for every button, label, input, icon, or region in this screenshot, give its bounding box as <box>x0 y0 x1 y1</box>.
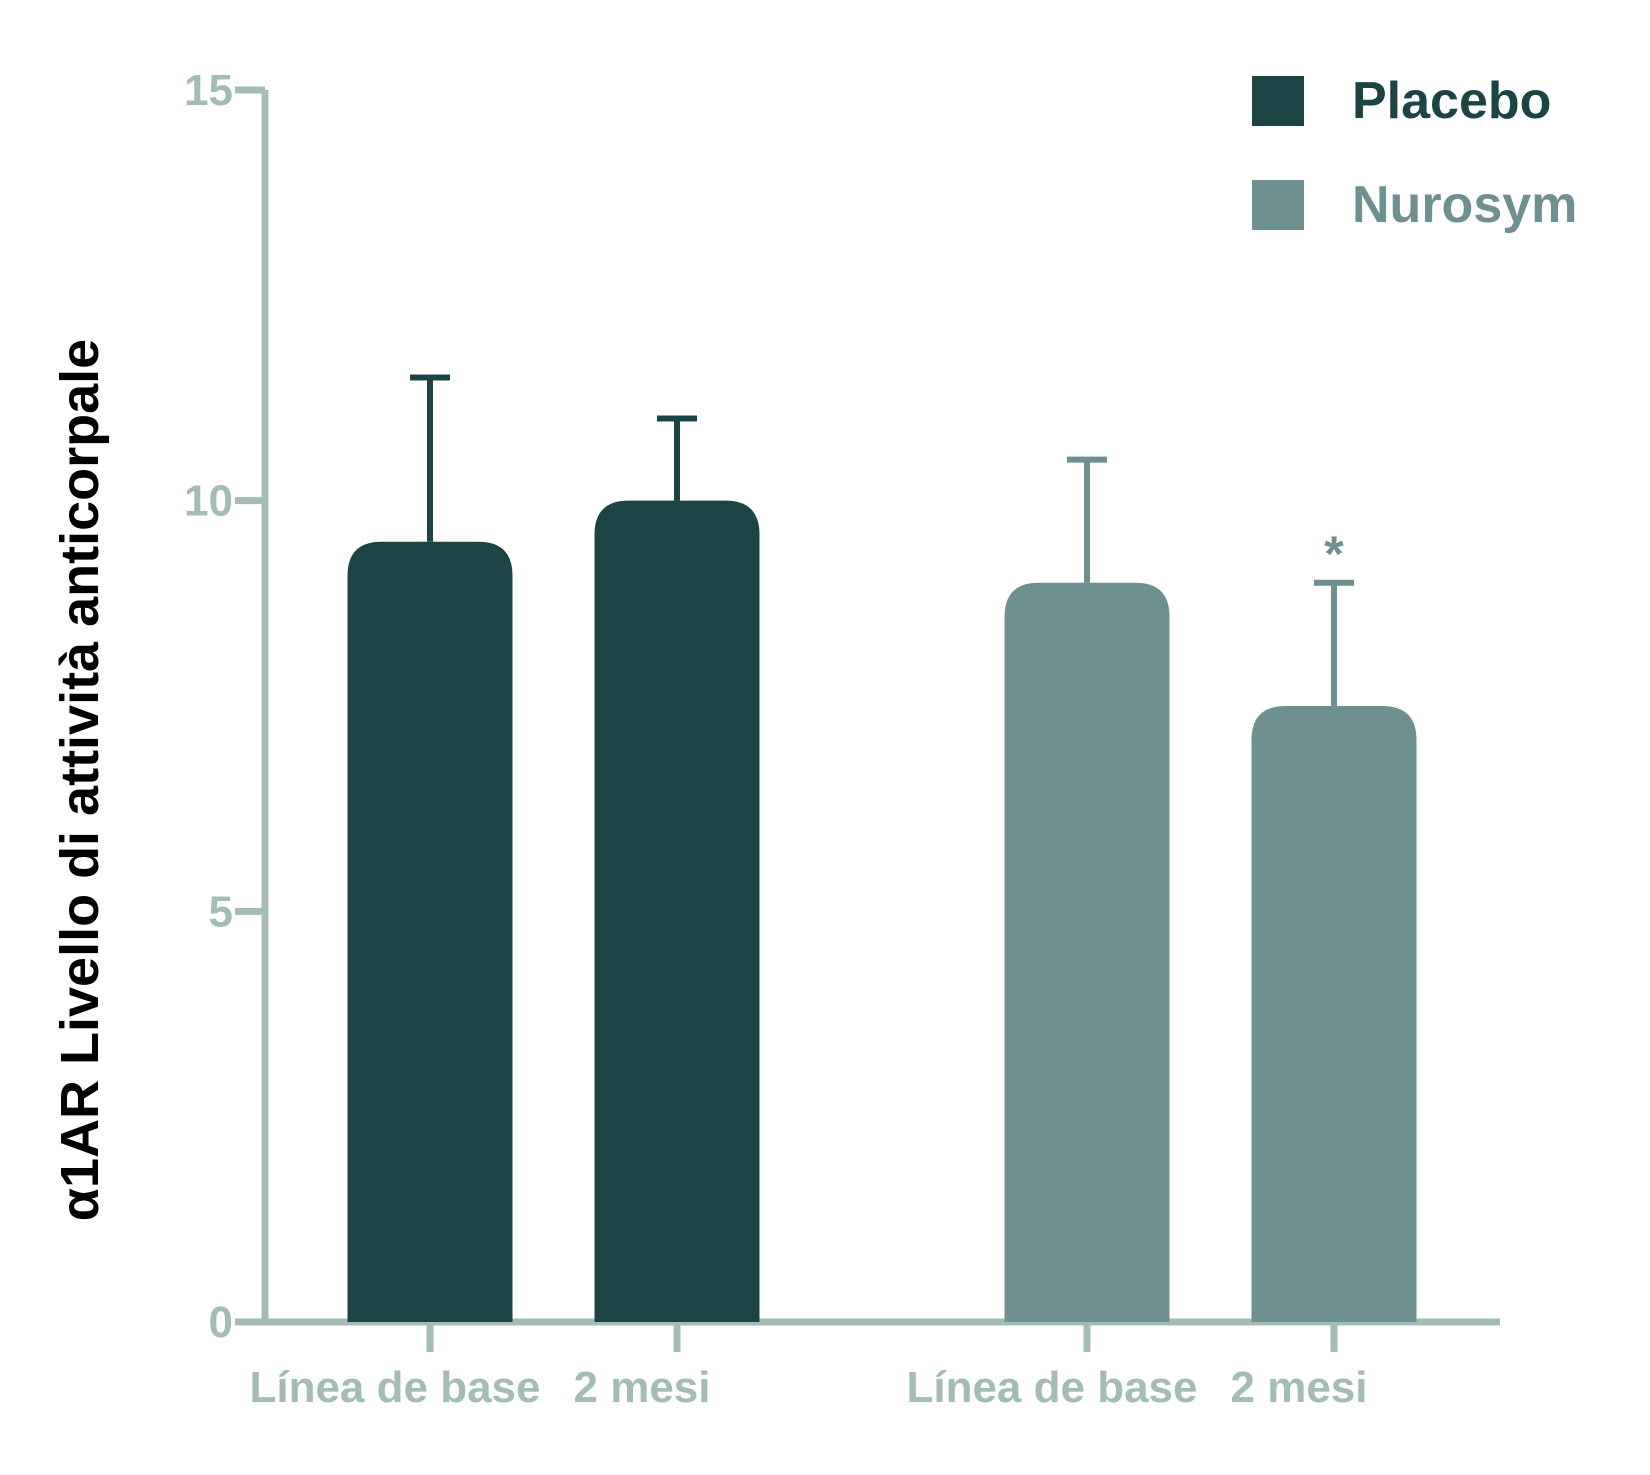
bar <box>1251 706 1417 1322</box>
legend-swatch <box>1252 76 1304 126</box>
legend-label: Nurosym <box>1352 176 1577 234</box>
y-tick-label: 0 <box>209 1298 233 1347</box>
legend-label: Placebo <box>1352 72 1551 130</box>
bar <box>347 541 513 1322</box>
y-axis-title: α1AR Livello di attività anticorpale <box>50 339 110 1221</box>
x-tick-label: 2 mesi <box>574 1363 711 1412</box>
x-tick-label: 2 mesi <box>1231 1363 1368 1412</box>
legend: Placebo Nurosym <box>1252 72 1577 234</box>
x-tick-label: Línea de base <box>249 1363 540 1412</box>
bars: * <box>347 374 1417 1323</box>
bar <box>594 500 760 1323</box>
x-tick-label: Línea de base <box>906 1363 1197 1412</box>
legend-swatch <box>1252 180 1304 230</box>
category-labels: Línea de base 2 mesi Línea de base 2 mesi <box>249 1322 1367 1412</box>
significance-annotation: * <box>1324 526 1344 582</box>
y-tick-label: 10 <box>184 477 233 526</box>
y-tick-label: 15 <box>184 66 233 115</box>
y-tick-label: 5 <box>209 887 233 936</box>
y-axis-title-group: α1AR Livello di attività anticorpale <box>50 339 110 1221</box>
bar <box>1004 582 1170 1322</box>
